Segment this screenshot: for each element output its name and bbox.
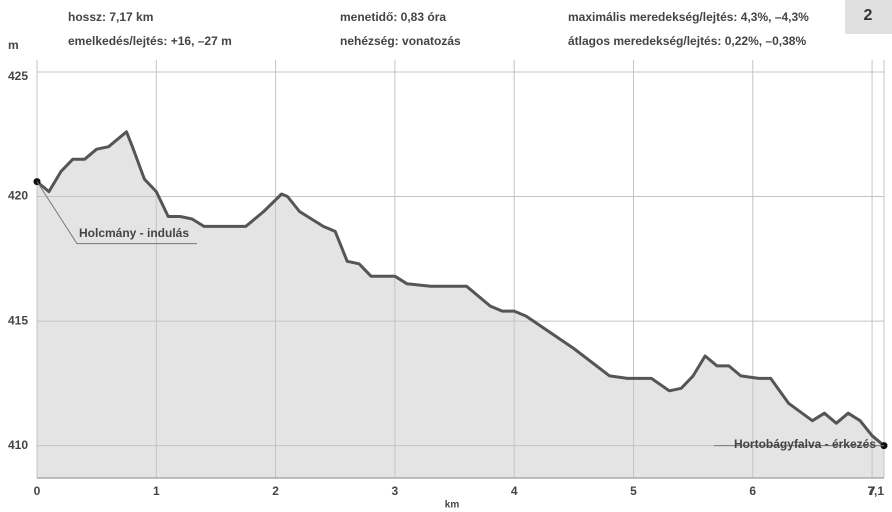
x-tick-label: 2 <box>272 484 279 498</box>
header-item: átlagos meredekség/lejtés: 0,22%, –0,38% <box>568 34 806 48</box>
y-tick-label: 410 <box>8 438 28 452</box>
start-label: Holcmány - indulás <box>79 226 189 240</box>
header-box <box>0 0 892 60</box>
end-label: Hortobágyfalva - érkezés <box>734 437 876 451</box>
y-tick-label: 420 <box>8 189 28 203</box>
y-axis-label: m <box>8 38 19 52</box>
elevation-line <box>36 130 885 447</box>
header-item: hossz: 7,17 km <box>68 10 153 24</box>
x-tick-label: 7 <box>869 484 876 498</box>
x-tick-label: 4 <box>511 484 518 498</box>
x-tick-label: 3 <box>392 484 399 498</box>
plot: Holcmány - indulás Hortobágyfalva - érkez… <box>8 60 888 498</box>
header-item: nehézség: vonatozás <box>340 34 461 48</box>
badge: 2 <box>864 7 873 24</box>
x-tick-label: 1 <box>153 484 160 498</box>
x-tick-label: 0 <box>34 484 41 498</box>
x-axis-label: km <box>445 500 460 511</box>
header-item: maximális meredekség/lejtés: 4,3%, –4,3% <box>568 10 809 24</box>
x-tick-label: 7,1 <box>867 484 884 498</box>
y-tick-label: 425 <box>8 69 28 83</box>
x-tick-label: 6 <box>749 484 756 498</box>
start-leader <box>36 181 197 245</box>
header-item: menetidő: 0,83 óra <box>340 10 446 24</box>
y-tick-label: 415 <box>8 313 28 327</box>
x-tick-label: 5 <box>630 484 637 498</box>
badge-box <box>845 0 892 34</box>
header-item: emelkedés/lejtés: +16, –27 m <box>68 34 232 48</box>
